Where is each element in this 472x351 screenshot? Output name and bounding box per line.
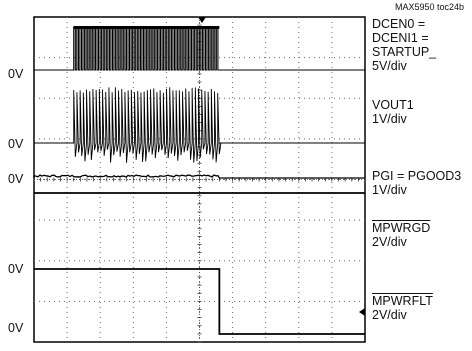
traces <box>33 26 365 335</box>
zero-label: 0V <box>8 172 24 186</box>
zero-label: 0V <box>8 262 24 276</box>
channel-label-startup: DCEN0 = DCENI1 = STARTUP_ 5V/div <box>372 17 437 73</box>
channel-label-pgood: PGI = PGOOD3 1V/div <box>372 169 462 197</box>
grid <box>33 16 366 343</box>
zero-label: 0V <box>8 137 24 151</box>
trace-pgood <box>33 174 365 179</box>
trace-mpwrflt <box>34 268 365 335</box>
zero-label: 0V <box>8 67 24 81</box>
trace-vout1 <box>34 87 365 163</box>
trace-startup <box>34 26 365 71</box>
trigger-level-marker <box>359 308 365 316</box>
figure-tag: MAX5950 toc24b <box>394 2 464 12</box>
channel-label-mpwrgd: MPWRGD 2V/div <box>372 221 431 249</box>
channel-label-mpwrflt: MPWRFLT 2V/div <box>372 294 433 322</box>
trace-startup-top <box>73 26 220 29</box>
trigger-marker <box>198 17 206 23</box>
channel-label-vout1: VOUT1 1V/div <box>372 98 414 126</box>
zero-label: 0V <box>8 321 24 335</box>
